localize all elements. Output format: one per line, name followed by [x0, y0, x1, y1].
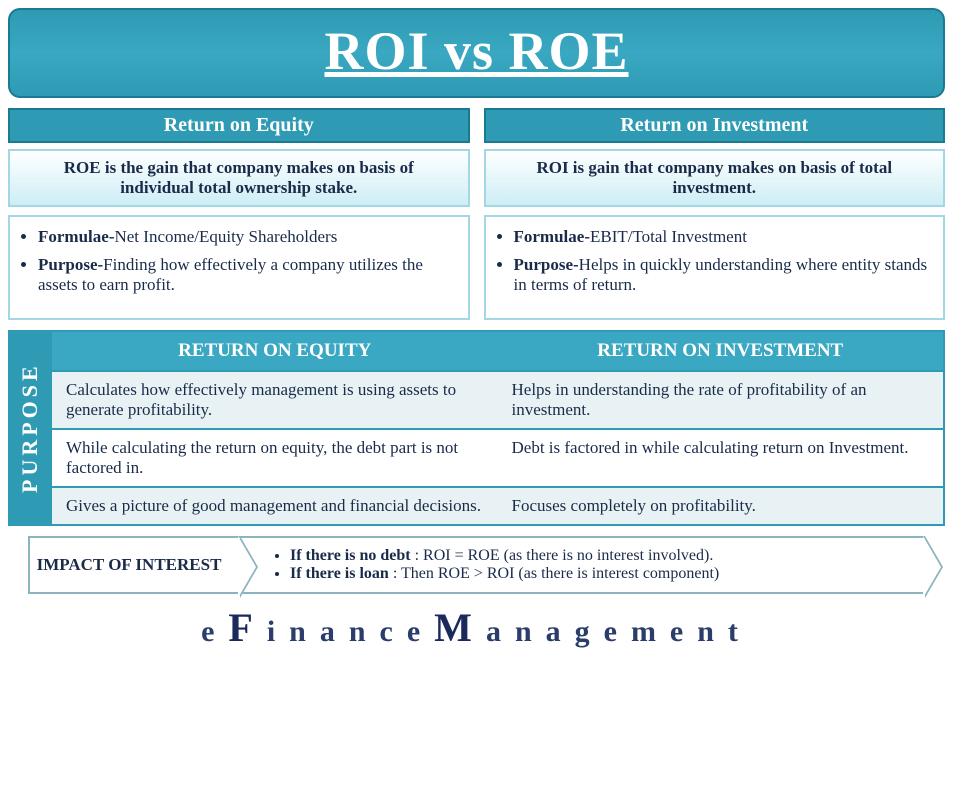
- purpose-section: PURPOSE RETURN ON EQUITY RETURN ON INVES…: [8, 330, 945, 526]
- purpose-cell: Calculates how effectively management is…: [52, 372, 498, 428]
- purpose-row: Calculates how effectively management is…: [52, 370, 943, 428]
- roi-bullet-purpose: Purpose-Helps in quickly understanding w…: [514, 255, 930, 295]
- purpose-head-roi: RETURN ON INVESTMENT: [498, 332, 944, 370]
- roi-definition: ROI is gain that company makes on basis …: [484, 149, 946, 207]
- purpose-head-roe: RETURN ON EQUITY: [52, 332, 498, 370]
- roi-bullets: Formulae-EBIT/Total Investment Purpose-H…: [484, 215, 946, 320]
- column-roi: Return on Investment ROI is gain that co…: [484, 108, 946, 320]
- roe-bullet-purpose: Purpose-Finding how effectively a compan…: [38, 255, 454, 295]
- impact-label: IMPACT OF INTEREST: [30, 538, 240, 592]
- roe-definition: ROE is the gain that company makes on ba…: [8, 149, 470, 207]
- purpose-cell: Focuses completely on profitability.: [498, 488, 944, 524]
- roe-bullet-formulae: Formulae-Net Income/Equity Shareholders: [38, 227, 454, 247]
- roe-bullets: Formulae-Net Income/Equity Shareholders …: [8, 215, 470, 320]
- impact-section: IMPACT OF INTEREST If there is no debt :…: [28, 536, 925, 594]
- purpose-cell: Gives a picture of good management and f…: [52, 488, 498, 524]
- impact-body: If there is no debt : ROI = ROE (as ther…: [240, 538, 923, 592]
- purpose-row: Gives a picture of good management and f…: [52, 486, 943, 524]
- roi-bullet-formulae: Formulae-EBIT/Total Investment: [514, 227, 930, 247]
- purpose-cell: Helps in understanding the rate of profi…: [498, 372, 944, 428]
- purpose-row: While calculating the return on equity, …: [52, 428, 943, 486]
- definitions-row: Return on Equity ROE is the gain that co…: [8, 108, 945, 320]
- page-title: ROI vs ROE: [10, 20, 943, 82]
- title-banner: ROI vs ROE: [8, 8, 945, 98]
- roe-header: Return on Equity: [8, 108, 470, 143]
- purpose-cell: While calculating the return on equity, …: [52, 430, 498, 486]
- roi-header: Return on Investment: [484, 108, 946, 143]
- purpose-cell: Debt is factored in while calculating re…: [498, 430, 944, 486]
- impact-item: If there is loan : Then ROE > ROI (as th…: [290, 565, 893, 583]
- brand-footer: eFinanceManagement: [8, 604, 945, 651]
- column-roe: Return on Equity ROE is the gain that co…: [8, 108, 470, 320]
- purpose-table-header: RETURN ON EQUITY RETURN ON INVESTMENT: [52, 332, 943, 370]
- purpose-tab-label: PURPOSE: [8, 330, 52, 526]
- purpose-table: RETURN ON EQUITY RETURN ON INVESTMENT Ca…: [52, 330, 945, 526]
- impact-item: If there is no debt : ROI = ROE (as ther…: [290, 547, 893, 565]
